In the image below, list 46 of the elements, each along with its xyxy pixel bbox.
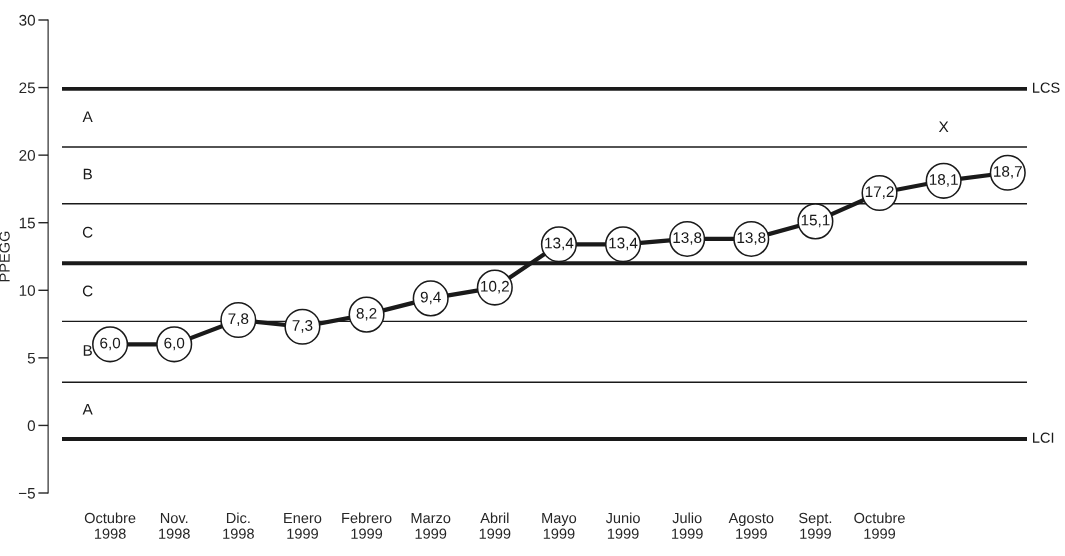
data-label: 13,4 [609, 237, 638, 251]
annotation: X [938, 121, 949, 132]
x-tick-label: Junio 1999 [605, 512, 640, 539]
annotation: A [82, 111, 93, 122]
x-tick-label: Nov. 1998 [159, 512, 190, 539]
annotation: A [82, 404, 93, 415]
x-tick-label: Agosto 1999 [728, 512, 774, 539]
data-label: 15,1 [801, 214, 830, 228]
x-tick-label: Febrero 1999 [342, 512, 392, 539]
annotation: B [83, 345, 92, 356]
data-label: 13,8 [673, 232, 702, 245]
data-label: 18,7 [994, 165, 1022, 179]
annotation: C [82, 285, 93, 297]
x-tick-label: Mayo 1999 [542, 512, 577, 539]
data-label: 18,1 [929, 174, 958, 187]
data-label: 6,0 [164, 337, 185, 351]
y-tick-label: 5 [27, 352, 35, 364]
y-axis-title: PPEGG [0, 231, 10, 282]
y-tick-label: 20 [19, 150, 36, 161]
x-tick-label: Abril 1999 [479, 512, 511, 539]
y-tick-label: 10 [19, 285, 36, 296]
annotation: B [83, 168, 92, 180]
x-tick-label: Octubre 1998 [84, 512, 136, 539]
y-tick-label: 30 [19, 14, 36, 26]
data-label: 7,3 [292, 320, 313, 333]
data-label: 7,8 [228, 313, 249, 326]
data-label: 13,4 [545, 237, 574, 251]
ref-line-label: LCS [1033, 82, 1060, 93]
data-label: 6,0 [100, 337, 121, 351]
y-tick-label: 0 [27, 420, 36, 432]
x-tick-label: Julio 1999 [672, 512, 703, 539]
data-label: 13,8 [737, 232, 766, 245]
data-label: 8,2 [356, 307, 377, 321]
y-tick-label: 15 [19, 217, 35, 229]
data-label: 9,4 [420, 291, 441, 305]
x-tick-label: Octubre 1999 [854, 512, 905, 539]
x-tick-label: Dic. 1998 [223, 512, 254, 539]
x-tick-label: Marzo 1999 [411, 512, 451, 539]
ref-line-label: LCI [1033, 432, 1054, 443]
y-tick-label: 25 [19, 82, 35, 94]
x-tick-label: Enero 1999 [284, 512, 322, 539]
y-tick-label: −5 [18, 488, 35, 499]
data-label: 10,2 [481, 280, 509, 294]
annotation: C [82, 226, 93, 238]
data-label: 17,2 [865, 186, 894, 199]
x-tick-label: Sept. 1999 [799, 512, 832, 539]
